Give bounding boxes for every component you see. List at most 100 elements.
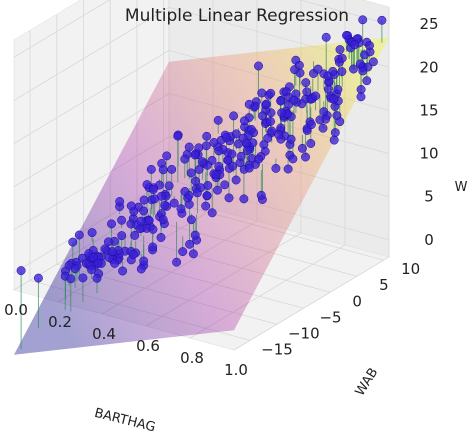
data-point [194, 165, 204, 174]
data-point [33, 273, 43, 283]
z-axis-label: W [455, 180, 468, 195]
data-point [117, 215, 127, 225]
data-point [239, 194, 249, 204]
x-tick-label: 0.4 [92, 325, 116, 343]
data-point [350, 40, 359, 50]
grid-line [13, 50, 170, 144]
data-point [286, 134, 296, 144]
y-tick-label: 0 [352, 292, 362, 310]
data-point [148, 224, 158, 234]
grid-line [233, 256, 390, 351]
x-tick-label: 0.0 [4, 301, 28, 319]
data-point [315, 115, 325, 125]
data-point [139, 195, 149, 205]
data-point [241, 138, 251, 148]
data-point [87, 265, 97, 275]
x-tick-label: 1.0 [224, 361, 248, 379]
data-point [16, 266, 26, 276]
data-point [128, 250, 138, 259]
data-point [239, 116, 249, 126]
y-axis-label: WAB [353, 365, 382, 398]
data-point [288, 154, 298, 164]
z-tick-label: 0 [424, 231, 434, 249]
data-point [148, 242, 158, 252]
data-point [191, 176, 201, 186]
data-point [186, 215, 196, 225]
data-point [323, 84, 333, 94]
data-point [214, 146, 224, 156]
data-point [362, 76, 372, 86]
data-point [306, 139, 316, 148]
data-point [169, 198, 179, 208]
data-point [256, 190, 266, 200]
z-tick-label: 5 [424, 188, 434, 206]
data-point [261, 99, 271, 109]
data-point [201, 201, 211, 211]
data-point [178, 247, 188, 257]
data-point [156, 233, 166, 242]
data-point [142, 180, 152, 190]
data-point [144, 216, 154, 225]
data-point [70, 264, 80, 274]
data-point [365, 41, 374, 50]
x-tick-label: 0.2 [48, 313, 72, 331]
data-point [176, 204, 186, 214]
data-point [74, 230, 84, 240]
data-point [222, 133, 232, 142]
data-point [188, 249, 198, 259]
data-points-layer [16, 15, 387, 350]
data-point [276, 96, 286, 106]
data-point [223, 155, 233, 165]
data-point [301, 152, 310, 162]
data-point [88, 253, 98, 262]
data-point [244, 99, 254, 109]
data-point [229, 111, 239, 121]
data-point [231, 129, 241, 139]
data-point [306, 120, 316, 130]
data-point [186, 168, 196, 178]
data-point [190, 230, 200, 240]
data-point [201, 141, 211, 151]
z-tick-label: 10 [419, 145, 438, 163]
data-point [368, 57, 378, 67]
data-point [135, 224, 145, 234]
data-point [356, 92, 366, 102]
y-tick-label: −15 [261, 340, 293, 358]
data-point [68, 237, 78, 247]
data-point [158, 215, 168, 225]
x-axis-label: BARTHAG [93, 406, 157, 436]
data-point [117, 231, 127, 241]
data-point [146, 164, 156, 174]
data-point [214, 161, 224, 171]
data-point [136, 216, 146, 226]
data-point [274, 130, 284, 140]
data-point [335, 117, 345, 127]
data-point [283, 164, 293, 174]
data-point [180, 154, 190, 164]
data-point [180, 187, 190, 196]
data-point [254, 154, 264, 164]
data-point [329, 135, 339, 145]
data-point [160, 200, 170, 210]
data-point [236, 151, 246, 161]
data-point [213, 115, 223, 125]
data-point [198, 157, 208, 167]
data-point [66, 274, 76, 284]
grid-line [13, 6, 170, 101]
data-point [311, 91, 321, 101]
x-tick-label: 0.6 [136, 337, 160, 355]
grid-line [13, 93, 170, 187]
z-tick-label: 15 [419, 101, 438, 119]
data-point [207, 208, 217, 218]
data-point [162, 151, 172, 161]
data-point [349, 64, 358, 74]
data-point [330, 128, 340, 138]
data-point [202, 131, 212, 141]
data-point [335, 45, 345, 55]
y-tick-label: 10 [401, 260, 420, 278]
data-point [321, 32, 331, 42]
data-point [228, 161, 238, 171]
